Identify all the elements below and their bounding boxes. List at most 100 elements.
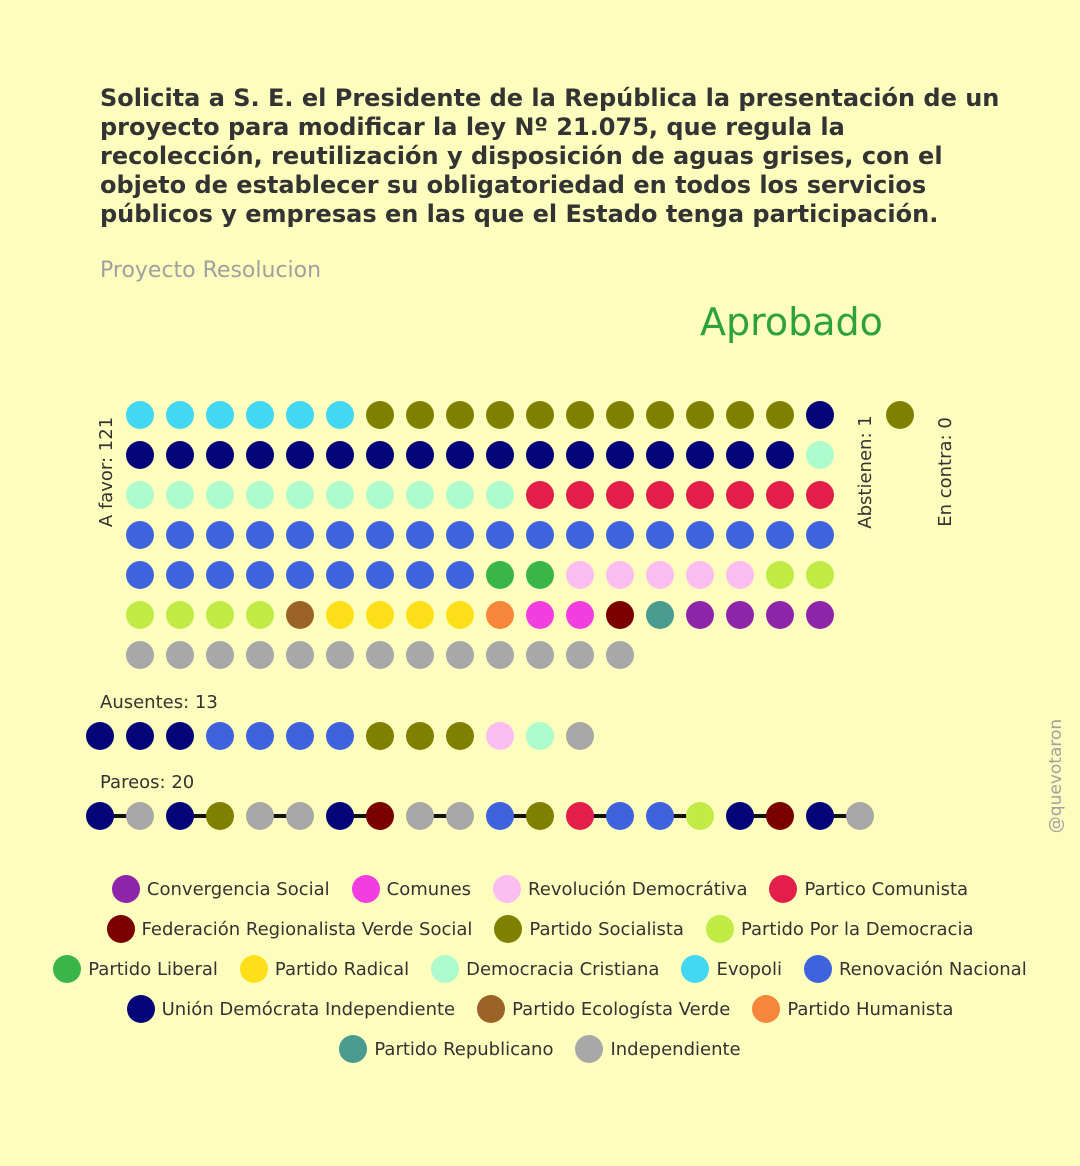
legend-item: Convergencia Social <box>111 875 330 903</box>
favor-vote-dot <box>686 601 714 629</box>
pareo-vote-dot <box>446 802 474 830</box>
favor-vote-dot <box>126 521 154 549</box>
favor-vote-dot <box>566 401 594 429</box>
legend-label: Partido Por la Democracia <box>740 918 974 940</box>
favor-vote-dot <box>326 601 354 629</box>
legend-swatch <box>431 955 460 983</box>
pareos-label: Pareos: 20 <box>100 772 194 793</box>
favor-vote-dot <box>126 441 154 469</box>
legend-label: Renovación Nacional <box>838 958 1027 980</box>
legend-label: Evopoli <box>716 958 782 980</box>
legend-label: Comunes <box>386 878 472 900</box>
favor-vote-dot <box>406 481 434 509</box>
favor-vote-dot <box>766 521 794 549</box>
legend-label: Partido Republicano <box>374 1038 554 1060</box>
favor-vote-dot <box>486 481 514 509</box>
legend-swatch <box>575 1035 604 1063</box>
favor-vote-dot <box>726 561 754 589</box>
favor-vote-dot <box>766 601 794 629</box>
favor-vote-dot <box>366 561 394 589</box>
favor-vote-dot <box>486 641 514 669</box>
absent-vote-dot <box>126 722 154 750</box>
legend-swatch <box>351 875 380 903</box>
favor-vote-dot <box>646 481 674 509</box>
favor-vote-dot <box>806 441 834 469</box>
legend-item: Renovación Nacional <box>803 955 1027 983</box>
legend-swatch <box>752 995 781 1023</box>
pareo-vote-dot <box>486 802 514 830</box>
favor-vote-dot <box>446 481 474 509</box>
legend-label: Partido Ecologísta Verde <box>512 998 731 1020</box>
favor-vote-dot <box>606 401 634 429</box>
favor-vote-dot <box>526 401 554 429</box>
legend-label: Partido Radical <box>274 958 410 980</box>
pareo-vote-dot <box>246 802 274 830</box>
favor-vote-dot <box>486 401 514 429</box>
absent-vote-dot <box>286 722 314 750</box>
legend-swatch <box>705 915 734 943</box>
favor-vote-dot <box>206 481 234 509</box>
vote-result: Aprobado <box>700 300 883 344</box>
favor-vote-dot <box>766 401 794 429</box>
favor-vote-dot <box>646 401 674 429</box>
legend-item: Independiente <box>575 1035 741 1063</box>
vote-type: Proyecto Resolucion <box>100 258 322 283</box>
favor-vote-dot <box>646 601 674 629</box>
absent-vote-dot <box>566 722 594 750</box>
vote-dots <box>86 401 914 830</box>
favor-vote-dot <box>326 641 354 669</box>
favor-vote-dot <box>406 641 434 669</box>
favor-vote-dot <box>286 561 314 589</box>
legend-item: Partico Comunista <box>769 875 968 903</box>
absent-vote-dot <box>486 722 514 750</box>
favor-vote-dot <box>166 521 194 549</box>
favor-vote-dot <box>806 521 834 549</box>
legend-label: Partido Socialista <box>529 918 684 940</box>
favor-vote-dot <box>286 521 314 549</box>
vote-title: Solicita a S. E. el Presidente de la Rep… <box>100 84 1000 228</box>
absent-vote-dot <box>446 722 474 750</box>
pareo-vote-dot <box>86 802 114 830</box>
favor-vote-dot <box>446 641 474 669</box>
legend-item: Partido Ecologísta Verde <box>477 995 730 1023</box>
favor-vote-dot <box>206 521 234 549</box>
favor-label: A favor: 121 <box>96 417 117 527</box>
legend-swatch <box>681 955 710 983</box>
favor-vote-dot <box>366 401 394 429</box>
legend-swatch <box>239 955 268 983</box>
favor-vote-dot <box>486 521 514 549</box>
favor-vote-dot <box>766 561 794 589</box>
absent-vote-dot <box>166 722 194 750</box>
favor-vote-dot <box>606 521 634 549</box>
favor-vote-dot <box>646 561 674 589</box>
favor-vote-dot <box>526 601 554 629</box>
favor-vote-dot <box>446 561 474 589</box>
favor-vote-dot <box>286 441 314 469</box>
favor-vote-dot <box>606 441 634 469</box>
legend-swatch <box>111 875 140 903</box>
en-contra-label: En contra: 0 <box>935 417 956 527</box>
favor-vote-dot <box>526 561 554 589</box>
legend-swatch <box>803 955 832 983</box>
favor-vote-dot <box>566 521 594 549</box>
favor-vote-dot <box>286 401 314 429</box>
favor-vote-dot <box>206 561 234 589</box>
favor-vote-dot <box>246 481 274 509</box>
favor-vote-dot <box>726 481 754 509</box>
legend-label: Federación Regionalista Verde Social <box>141 918 473 940</box>
absent-vote-dot <box>366 722 394 750</box>
favor-vote-dot <box>366 601 394 629</box>
legend-swatch <box>494 915 523 943</box>
favor-vote-dot <box>726 401 754 429</box>
favor-vote-dot <box>686 521 714 549</box>
legend-swatch <box>106 915 135 943</box>
favor-vote-dot <box>286 601 314 629</box>
favor-vote-dot <box>126 401 154 429</box>
legend-swatch <box>769 875 798 903</box>
legend-item: Partido Republicano <box>339 1035 553 1063</box>
favor-vote-dot <box>806 561 834 589</box>
favor-vote-dot <box>246 521 274 549</box>
legend-label: Partido Liberal <box>88 958 218 980</box>
favor-vote-dot <box>166 441 194 469</box>
legend-label: Partico Comunista <box>804 878 969 900</box>
